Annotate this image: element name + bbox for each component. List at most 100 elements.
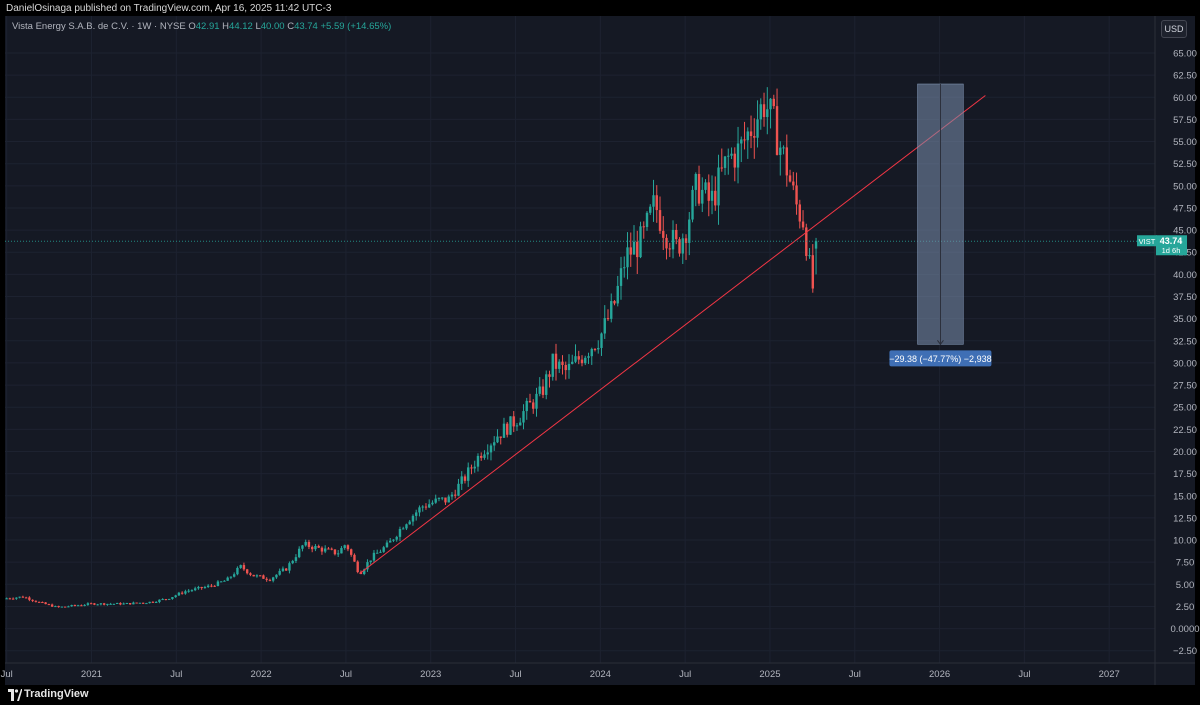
candle-body <box>307 541 311 547</box>
candle-body <box>785 147 788 176</box>
candle-body <box>376 552 379 554</box>
candle-body <box>314 545 317 550</box>
x-tick-label: 2025 <box>759 669 780 680</box>
tradingview-brand: TradingView <box>24 688 89 700</box>
close-value: 43.74 <box>294 21 318 32</box>
candle-body <box>8 598 12 600</box>
candle-body <box>701 189 704 204</box>
candle-body <box>271 577 275 581</box>
high-label: H <box>222 21 230 32</box>
last-price-value: 43.74 <box>1160 236 1183 246</box>
candle-body <box>76 605 80 607</box>
candle-body <box>15 597 18 599</box>
candle-body <box>515 425 519 427</box>
change-value: +5.59 (+14.65%) <box>320 21 392 32</box>
y-tick-label: 32.50 <box>1173 336 1197 347</box>
x-tick-label: 2022 <box>251 669 272 680</box>
candle-body <box>541 386 545 395</box>
candle-body <box>811 255 814 289</box>
candle-body <box>47 604 51 606</box>
candle-body <box>210 585 213 587</box>
candle-body <box>190 590 194 592</box>
candle-body <box>219 581 223 583</box>
candle-body <box>109 603 112 605</box>
symbol-title: Vista Energy S.A.B. de C.V. · 1W · NYSE <box>12 21 186 32</box>
candle-body <box>753 136 756 138</box>
candle-body <box>128 603 132 605</box>
candle-body <box>746 131 749 141</box>
measure-label: −29.38 (−47.77%) −2,938 <box>889 354 991 364</box>
candle-body <box>164 599 168 601</box>
candle-body <box>814 241 818 249</box>
x-tick-label: Jul <box>340 669 352 680</box>
candle-body <box>405 524 408 529</box>
candle-body <box>606 318 610 320</box>
candle-body <box>356 561 359 573</box>
candle-body <box>538 386 541 394</box>
candle-body <box>668 248 671 250</box>
x-tick-label: Jul <box>849 669 861 680</box>
candle-body <box>467 467 470 481</box>
candle-body <box>779 147 782 155</box>
currency-button[interactable]: USD <box>1161 20 1187 38</box>
candle-body <box>369 560 372 563</box>
candle-body <box>385 542 389 548</box>
candle-body <box>67 606 70 608</box>
candle-body <box>424 506 428 508</box>
candle-body <box>171 597 174 599</box>
candle-body <box>239 565 242 568</box>
candle-body <box>310 546 314 550</box>
candle-body <box>502 423 506 438</box>
candle-body <box>714 190 717 206</box>
candle-body <box>756 119 759 138</box>
candle-body <box>437 497 441 499</box>
candle-body <box>476 455 480 467</box>
candle-body <box>457 483 460 496</box>
candle-body <box>717 167 720 206</box>
candle-body <box>792 181 795 186</box>
y-tick-label: 0.0000 <box>1170 624 1199 635</box>
candle-body <box>60 606 64 608</box>
candle-body <box>733 153 736 168</box>
candle-body <box>11 598 15 600</box>
candle-body <box>372 552 376 561</box>
y-tick-label: 37.50 <box>1173 292 1197 303</box>
candle-body <box>574 356 577 362</box>
bar-countdown: 1d 6h <box>1162 246 1181 255</box>
candle-body <box>154 601 158 603</box>
candle-body <box>623 267 626 269</box>
candle-body <box>486 452 489 455</box>
y-tick-label: −2.50 <box>1173 646 1197 657</box>
candle-body <box>93 603 96 605</box>
candle-body <box>697 173 701 204</box>
candle-body <box>801 221 805 228</box>
candle-body <box>567 363 571 371</box>
candle-body <box>782 147 785 149</box>
candle-body <box>115 602 119 604</box>
symbol-legend: Vista Energy S.A.B. de C.V. · 1W · NYSE … <box>12 21 391 32</box>
candle-body <box>327 548 330 550</box>
candle-body <box>83 604 86 606</box>
candle-body <box>304 541 307 546</box>
candle-body <box>639 226 642 258</box>
candle-body <box>346 545 350 550</box>
candle-body <box>333 549 337 555</box>
candle-body <box>18 596 21 598</box>
candle-body <box>597 347 600 350</box>
candle-body <box>21 596 25 598</box>
candle-body <box>470 467 473 469</box>
y-tick-label: 50.00 <box>1173 181 1197 192</box>
x-tick-label: Jul <box>170 669 182 680</box>
candle-body <box>795 185 798 205</box>
y-tick-label: 17.50 <box>1173 469 1197 480</box>
candle-body <box>281 568 285 571</box>
x-tick-label: Jul <box>679 669 691 680</box>
candle-body <box>34 600 38 602</box>
candle-body <box>727 155 730 157</box>
candle-body <box>330 548 333 550</box>
candle-body <box>766 109 769 118</box>
candle-body <box>671 229 675 250</box>
candle-body <box>106 603 109 605</box>
candle-body <box>86 603 90 605</box>
